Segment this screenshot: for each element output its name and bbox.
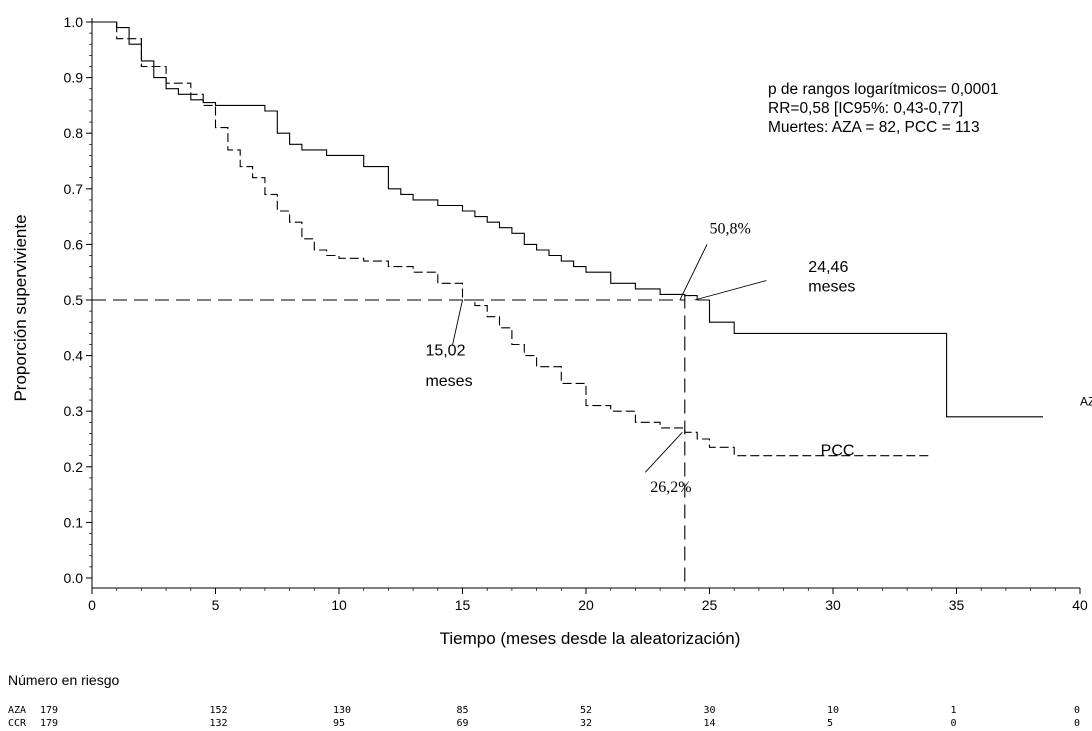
series-labels: AZA PCC [821, 395, 1092, 460]
stats-deaths: Muertes: AZA = 82, PCC = 113 [768, 119, 980, 136]
x-axis-label: Tiempo (meses desde la aleatorización) [440, 629, 741, 648]
x-tick-label: 25 [702, 597, 718, 613]
x-axis-ticks: 0 5 10 15 20 25 30 35 40 [88, 588, 1088, 613]
pointer-26-2 [644, 432, 683, 473]
x-tick-label: 20 [578, 597, 594, 613]
risk-cell: 10 [827, 705, 839, 716]
series-label-aza: AZA [1080, 395, 1092, 409]
risk-cell: 69 [457, 718, 469, 729]
y-tick-label: 0.2 [64, 459, 84, 475]
risk-cell: 14 [704, 718, 716, 729]
y-tick-label: 0.0 [64, 570, 84, 586]
y-tick-label: 0.4 [64, 348, 84, 364]
risk-cell: 179 [40, 718, 58, 729]
stats-logrank: p de rangos logarítmicos= 0,0001 [768, 81, 999, 98]
risk-cell: 52 [580, 705, 592, 716]
x-tick-label: 15 [455, 597, 471, 613]
y-tick-label: 0.7 [64, 181, 84, 197]
pointer-50-8 [679, 244, 708, 301]
risk-cell: 30 [704, 705, 716, 716]
x-tick-label: 0 [88, 597, 96, 613]
risk-cell: 32 [580, 718, 592, 729]
annotations: 15,02 meses 50,8% 24,46 meses 26,2% [425, 220, 855, 496]
risk-cell: 95 [333, 718, 345, 729]
y-tick-label: 0.6 [64, 236, 84, 252]
risk-cell: 132 [210, 718, 228, 729]
risk-cell: 0 [1074, 705, 1080, 716]
series-pcc-curve [92, 21, 932, 457]
y-axis-label: Proporción superviviente [11, 214, 30, 401]
risk-cell: 130 [333, 705, 351, 716]
y-tick-label: 0.9 [64, 70, 84, 86]
x-tick-label: 30 [825, 597, 841, 613]
series-group [92, 21, 1043, 457]
reference-lines [92, 294, 686, 588]
risk-cell: 1 [951, 705, 957, 716]
risk-cell: 0 [951, 718, 957, 729]
y-tick-label: 0.8 [64, 125, 84, 141]
y-axis-ticks: 0.0 0.1 0.2 0.3 0.4 0.5 0.6 0.7 0.8 0.9 1.0 [64, 14, 92, 586]
risk-cell: 5 [827, 718, 833, 729]
annotation-label: 24,46 [808, 259, 848, 276]
risk-cell: 0 [1074, 718, 1080, 729]
y-tick-label: 0.1 [64, 514, 84, 530]
annotation-label: meses [425, 373, 472, 390]
risk-row-label: AZA [8, 705, 26, 716]
annotation-label: 26,2% [650, 479, 691, 496]
annotation-label: meses [808, 279, 855, 296]
stats-box: p de rangos logarítmicos= 0,0001 RR=0,58… [768, 81, 999, 136]
pointer-24-46 [694, 280, 767, 301]
stats-hazard-ratio: RR=0,58 [IC95%: 0,43-0,77] [768, 100, 963, 117]
risk-table: Número en riesgo AZA 179 152 130 85 52 30 10 1 0C… [8, 672, 1080, 729]
y-tick-label: 0.3 [64, 403, 84, 419]
annotation-pointers [452, 244, 767, 473]
series-label-pcc: PCC [821, 443, 855, 460]
x-tick-label: 10 [331, 597, 347, 613]
x-tick-label: 40 [1072, 597, 1088, 613]
pointer-15-02 [452, 299, 463, 345]
annotation-label: 50,8% [710, 220, 751, 237]
risk-cell: 179 [40, 705, 58, 716]
risk-cell: 85 [457, 705, 469, 716]
x-tick-label: 5 [212, 597, 220, 613]
risk-cell: 152 [210, 705, 228, 716]
x-tick-label: 35 [949, 597, 965, 613]
y-tick-label: 0.5 [64, 292, 84, 308]
annotation-label: 15,02 [425, 343, 465, 360]
y-tick-label: 1.0 [64, 14, 84, 30]
risk-row-label: CCR [8, 718, 27, 729]
risk-table-title: Número en riesgo [8, 672, 119, 688]
